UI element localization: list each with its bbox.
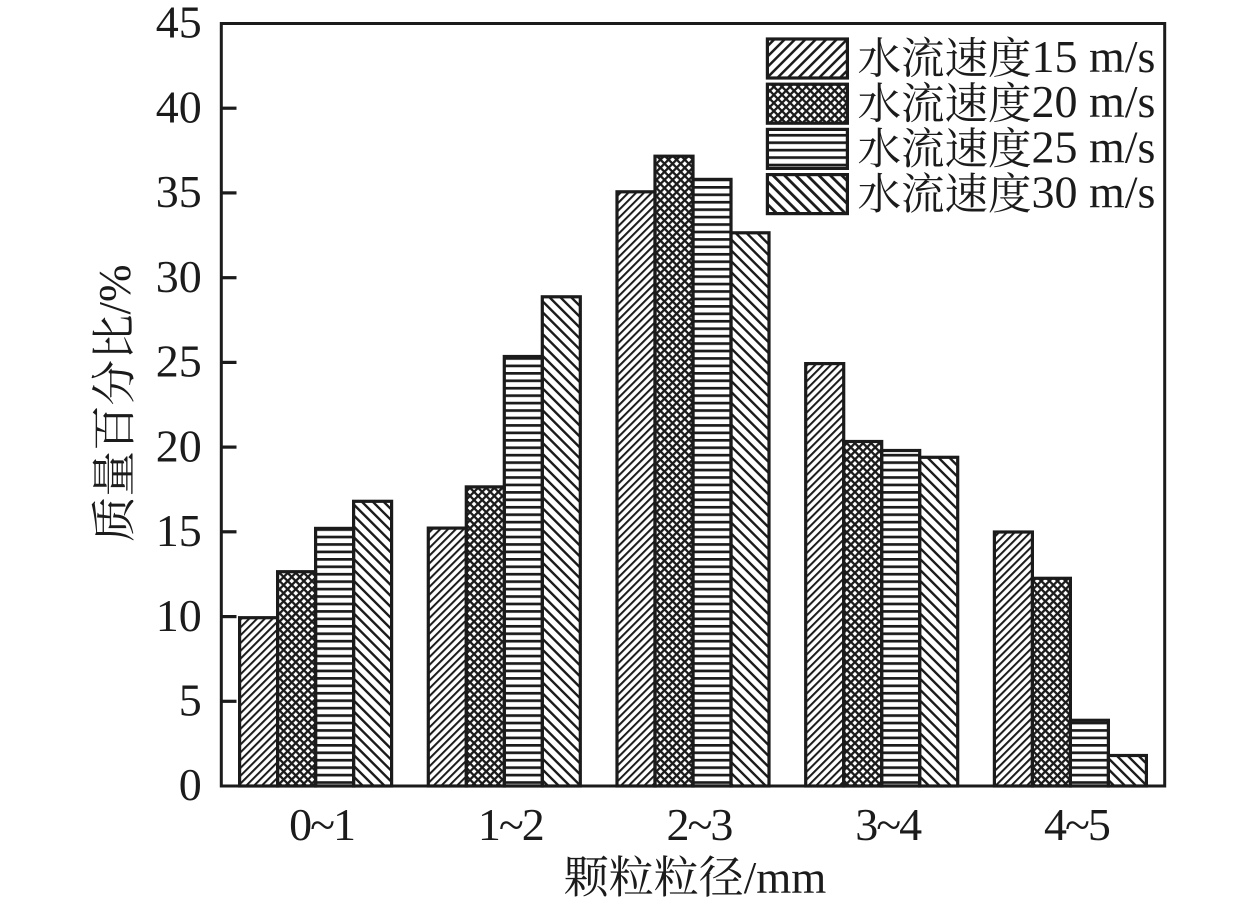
svg-text:25 m/s: 25 m/s [1032, 121, 1156, 172]
svg-text:5: 5 [179, 675, 202, 726]
svg-text:35: 35 [156, 166, 202, 217]
svg-text:15 m/s: 15 m/s [1032, 31, 1156, 82]
svg-text:20 m/s: 20 m/s [1032, 76, 1156, 127]
svg-text:15: 15 [156, 505, 202, 556]
svg-text:45: 45 [156, 0, 202, 48]
svg-text:4~5: 4~5 [1044, 799, 1110, 850]
svg-text:/%: /% [90, 265, 140, 315]
svg-text:10: 10 [156, 590, 202, 641]
svg-text:40: 40 [156, 81, 202, 132]
svg-text:0: 0 [179, 759, 202, 810]
svg-text:/mm: /mm [744, 853, 827, 903]
svg-text:20: 20 [156, 420, 202, 471]
svg-text:30 m/s: 30 m/s [1032, 167, 1156, 218]
svg-text:0~1: 0~1 [289, 799, 354, 850]
svg-text:30: 30 [156, 251, 202, 302]
svg-text:2~3: 2~3 [667, 799, 733, 850]
svg-text:1~2: 1~2 [478, 799, 543, 850]
svg-text:25: 25 [156, 336, 202, 387]
svg-text:3~4: 3~4 [855, 799, 922, 850]
